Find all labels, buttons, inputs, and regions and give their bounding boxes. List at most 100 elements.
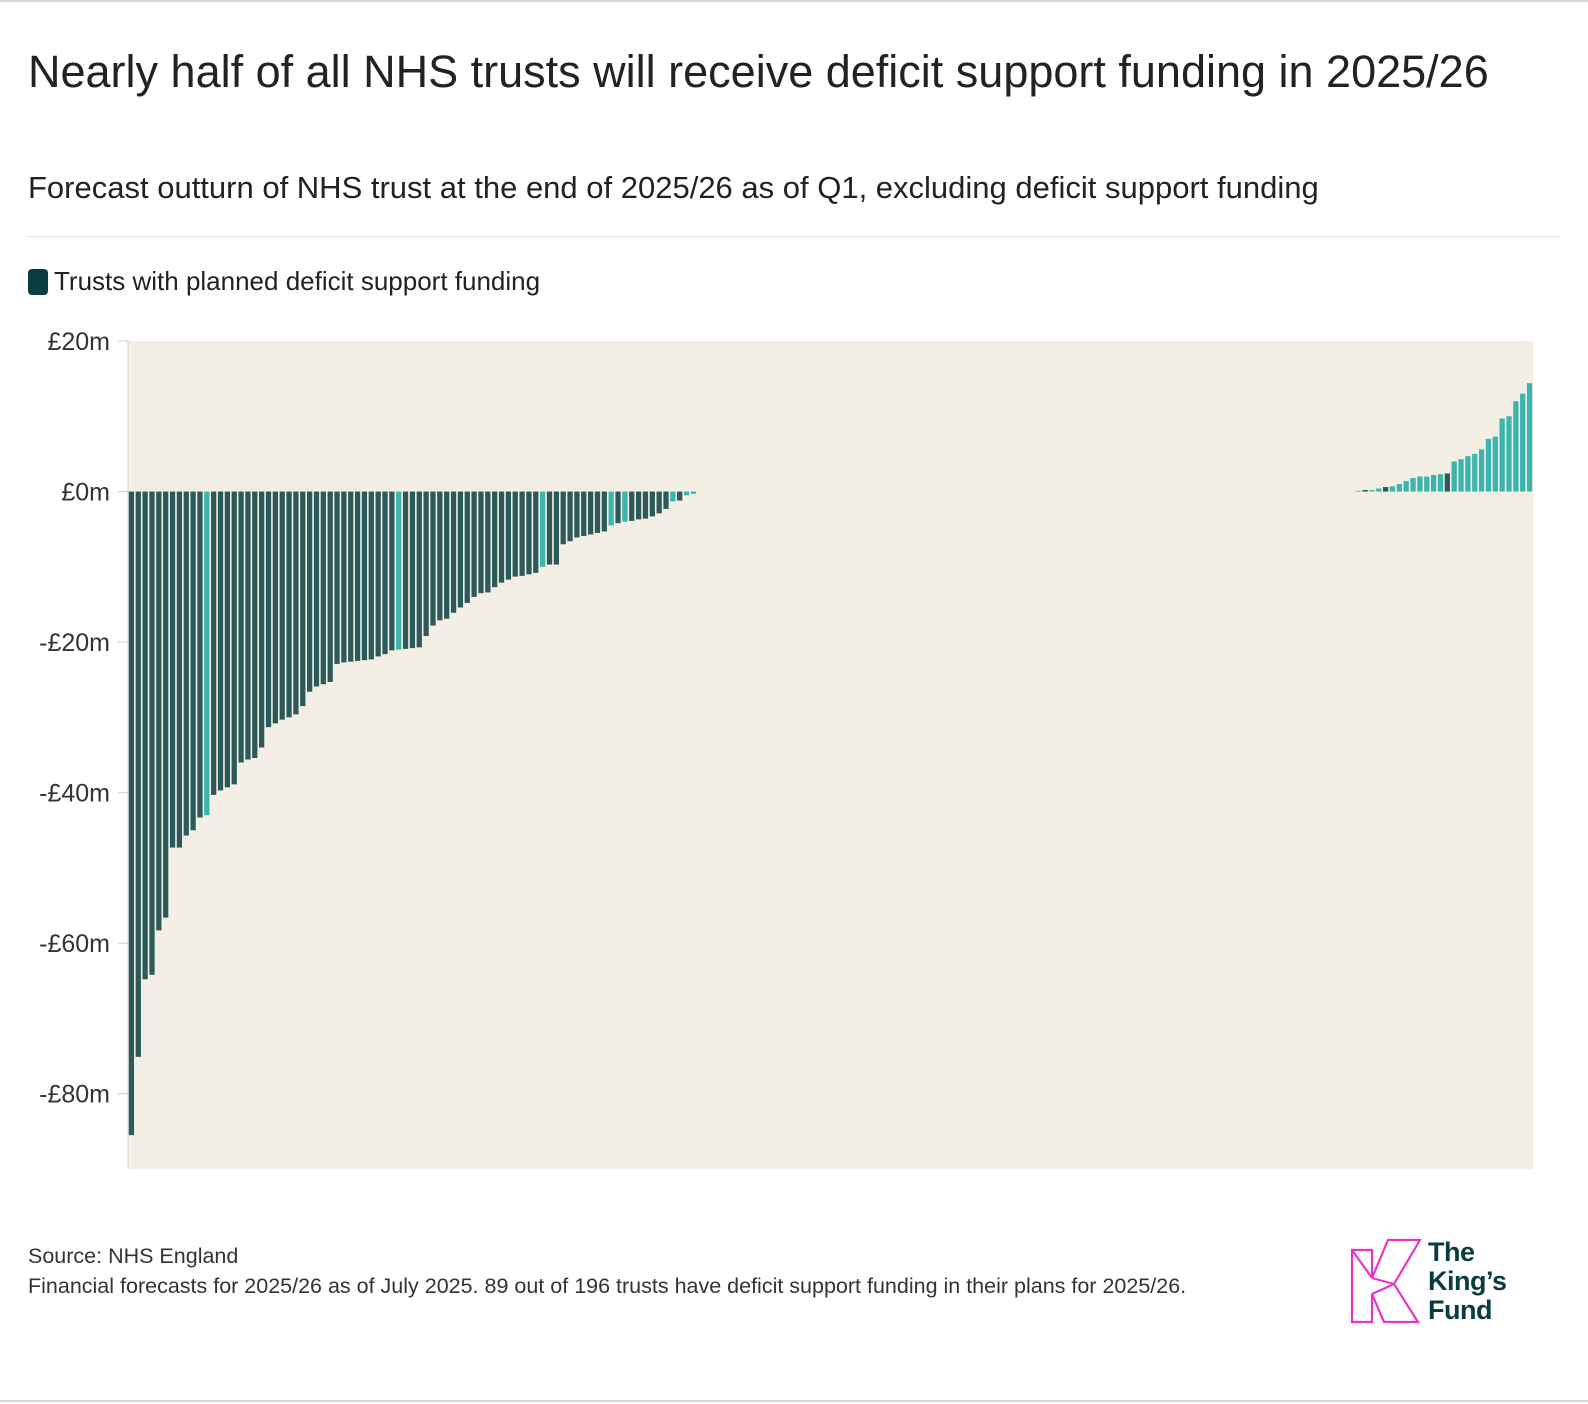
bar-trust [163, 491, 169, 918]
bar-trust [293, 491, 299, 715]
bar-trust [663, 491, 669, 509]
bar-trust [492, 491, 498, 588]
bar-trust [574, 491, 580, 538]
bar-trust [526, 491, 532, 575]
bar-trust [224, 491, 230, 788]
bar-trust [677, 491, 683, 501]
bar-trust [238, 491, 244, 763]
logo-wordmark: The King’s Fund [1428, 1238, 1507, 1325]
bar-trust [382, 491, 388, 655]
bar-trust [135, 491, 141, 1057]
bar-trust [286, 491, 292, 718]
bar-trust [656, 491, 662, 514]
bar-trust [217, 491, 224, 791]
y-tick-label: £0m [61, 479, 110, 507]
bar-trust [204, 491, 210, 816]
bar-trust [560, 491, 566, 545]
bar-trust [1499, 418, 1505, 492]
legend-swatch [28, 268, 48, 295]
bar-trust [546, 491, 553, 565]
bar-trust [581, 491, 587, 536]
bar-trust [334, 491, 340, 664]
bar-trust [423, 491, 429, 637]
bar-trust [1437, 474, 1444, 492]
plot-background [128, 341, 1533, 1169]
bar-trust [615, 491, 621, 524]
bar-trust [1362, 490, 1368, 492]
bar-trust [176, 491, 183, 848]
bar-trust [1492, 436, 1498, 492]
bar-trust [341, 491, 347, 663]
bar-trust [444, 491, 450, 619]
bar-trust [307, 491, 313, 692]
top-rule [0, 0, 1588, 2]
bar-trust [478, 491, 484, 594]
bar-trust [231, 491, 237, 785]
y-axis: £20m £0m -£20m -£40m -£60m -£80m [39, 328, 129, 1169]
bar-trust [519, 491, 525, 576]
bar-trust [683, 491, 690, 496]
bar-trust [505, 491, 511, 580]
y-tick-label: -£60m [39, 930, 110, 958]
bar-trust [690, 491, 697, 494]
bar-trust [149, 491, 155, 975]
bar-trust [1513, 401, 1519, 492]
bar-trust [457, 491, 464, 608]
bar-trust [553, 491, 559, 565]
bar-trust [608, 491, 614, 526]
bar-trust [1444, 473, 1450, 492]
bar-trust [567, 491, 573, 542]
kings-fund-k-mark-icon [1350, 1238, 1422, 1324]
bar-trust [409, 491, 416, 649]
bar-trust [1355, 490, 1361, 492]
bar-trust [1451, 461, 1457, 492]
bar-trust [327, 491, 333, 682]
bar-trust [437, 491, 443, 621]
bar-trust [361, 491, 368, 661]
bar-trust [156, 491, 162, 931]
chart-subtitle: Forecast outturn of NHS trust at the end… [28, 170, 1319, 205]
bar-trust [259, 491, 265, 748]
bar-trust [1472, 453, 1478, 492]
bar-trust [1376, 488, 1382, 492]
bar-trust [197, 491, 203, 818]
footer: Source: NHS England Financial forecasts … [28, 1241, 1278, 1301]
bars [128, 383, 1533, 1136]
bar-trust [128, 491, 135, 1136]
bar-trust [1417, 476, 1423, 492]
bar-trust [670, 491, 676, 502]
bar-trust [533, 491, 539, 573]
bar-trust [512, 491, 518, 577]
bar-trust [183, 491, 189, 836]
bar-trust [313, 491, 320, 687]
bar-trust [1383, 487, 1389, 492]
bar-trust [1526, 383, 1533, 492]
bar-trust [464, 491, 470, 603]
y-tick-label: -£40m [39, 780, 110, 808]
bar-trust [430, 491, 436, 626]
bar-trust [300, 491, 306, 707]
bar-trust [1520, 393, 1526, 492]
bar-trust [629, 491, 635, 521]
bar-trust [450, 491, 457, 613]
bar-trust [169, 491, 176, 848]
bar-trust [354, 491, 361, 661]
bar-trust [396, 491, 402, 650]
bar-trust [402, 491, 409, 649]
bar-trust [485, 491, 491, 593]
bar-trust [1431, 474, 1437, 492]
y-tick-label: -£80m [39, 1081, 110, 1109]
legend: Trusts with planned deficit support fund… [28, 266, 540, 297]
bar-trust [211, 491, 217, 795]
bar-trust [348, 491, 354, 662]
y-tick-label: -£20m [39, 629, 110, 657]
bar-trust [416, 491, 422, 648]
bottom-rule [0, 1400, 1588, 1402]
bar-trust [649, 491, 655, 517]
bar-trust [642, 491, 649, 519]
bar-chart: £20m £0m -£20m -£40m -£60m -£80m [39, 328, 1533, 1169]
bar-trust [1396, 484, 1402, 492]
bar-trust [622, 491, 628, 522]
legend-label: Trusts with planned deficit support fund… [54, 266, 541, 296]
bar-trust [540, 491, 546, 567]
